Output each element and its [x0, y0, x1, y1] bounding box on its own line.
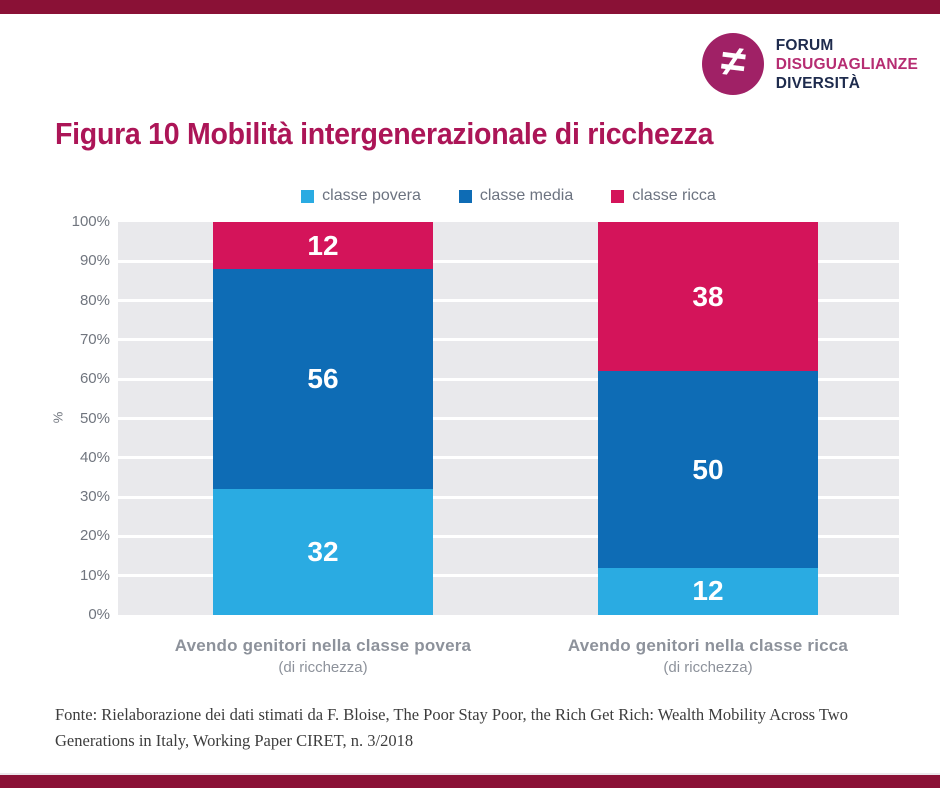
stacked-bar: 32 56 12: [213, 222, 433, 615]
y-tick-label: 20%: [79, 527, 110, 545]
gridline: [118, 377, 899, 381]
y-tick-label: 70%: [79, 330, 110, 348]
y-tick-label: 60%: [79, 370, 110, 388]
stacked-bar: 12 50 38: [598, 222, 818, 615]
bar-segment-classe-povera: 32: [213, 489, 433, 615]
legend-item-classe-povera: classe povera: [301, 187, 421, 205]
legend-swatch-icon: [458, 189, 472, 203]
y-tick-label: 50%: [79, 409, 110, 427]
x-axis-label-subtitle: (di ricchezza): [278, 659, 368, 676]
not-equal-glyph: ≠: [718, 35, 748, 88]
y-tick-label: 40%: [79, 448, 110, 466]
y-axis-ticks: 0% 10% 20% 30% 40% 50% 60% 70% 80% 90% 100%: [0, 213, 110, 623]
forum-disuguaglianze-diversita-logo: ≠ FORUM DISUGUAGLIANZE DIVERSITÀ: [701, 33, 918, 95]
bar-value-label: 50: [692, 453, 724, 485]
bar-segment-classe-ricca: 38: [598, 222, 818, 372]
logo-line-forum: FORUM: [775, 36, 834, 54]
y-tick-label: 80%: [79, 291, 110, 309]
source-note: Fonte: Rielaborazione dei dati stimati d…: [55, 705, 848, 750]
legend-item-classe-ricca: classe ricca: [611, 187, 716, 205]
legend-swatch-icon: [611, 189, 625, 203]
y-tick-label: 0%: [88, 606, 110, 623]
gridline: [118, 495, 899, 499]
logo-line-diversita: DIVERSITÀ: [775, 74, 861, 92]
x-axis-label: Avendo genitori nella classe ricca (di ri…: [478, 636, 938, 676]
bar-segment-classe-ricca: 12: [213, 222, 433, 270]
x-axis-label-subtitle: (di ricchezza): [663, 659, 753, 676]
figure-title-text: Figura 10 Mobilità intergenerazionale di…: [55, 116, 714, 151]
bar-value-label: 56: [307, 363, 339, 395]
legend-label: classe media: [479, 187, 574, 204]
figure-title: Figura 10 Mobilità intergenerazionale di…: [55, 116, 770, 152]
legend-swatch-icon: [301, 189, 315, 203]
gridline: [118, 574, 899, 578]
y-tick-label: 90%: [79, 252, 110, 270]
y-axis-title: %: [50, 411, 66, 424]
gridline: [118, 417, 899, 420]
legend-label: classe ricca: [632, 187, 716, 204]
x-axis-label-title: Avendo genitori nella classe povera: [174, 636, 472, 655]
gridline: [118, 338, 899, 342]
plot-area: 32 56 12 12 50 38: [118, 222, 899, 615]
chart-legend: classe povera classe media classe ricca: [118, 187, 899, 205]
logo-text: FORUM DISUGUAGLIANZE DIVERSITÀ: [776, 36, 918, 93]
top-accent-bar: [0, 0, 940, 14]
bar-value-label: 38: [692, 280, 724, 312]
gridline: [118, 299, 899, 303]
not-equal-icon: ≠: [701, 33, 764, 95]
logo-line-disuguaglianze: DISUGUAGLIANZE: [775, 55, 918, 73]
x-axis-labels: Avendo genitori nella classe povera (di r…: [118, 636, 899, 686]
x-axis-label-title: Avendo genitori nella classe ricca: [567, 636, 849, 655]
legend-label: classe povera: [322, 187, 421, 204]
bar-value-label: 32: [307, 536, 339, 568]
y-tick-label: 10%: [79, 566, 110, 584]
bottom-accent-bar: [0, 773, 940, 788]
bar-value-label: 12: [307, 229, 339, 261]
gridline: [118, 456, 899, 460]
gridline: [118, 534, 899, 538]
bar-segment-classe-media: 50: [598, 371, 818, 568]
legend-item-classe-media: classe media: [458, 187, 574, 205]
bar-value-label: 12: [692, 575, 724, 607]
y-tick-label: 100%: [71, 213, 110, 230]
x-axis-label: Avendo genitori nella classe povera (di r…: [93, 636, 553, 676]
bar-segment-classe-media: 56: [213, 269, 433, 490]
y-tick-label: 30%: [79, 488, 110, 506]
bar-segment-classe-povera: 12: [598, 567, 818, 615]
gridline: [118, 259, 899, 263]
